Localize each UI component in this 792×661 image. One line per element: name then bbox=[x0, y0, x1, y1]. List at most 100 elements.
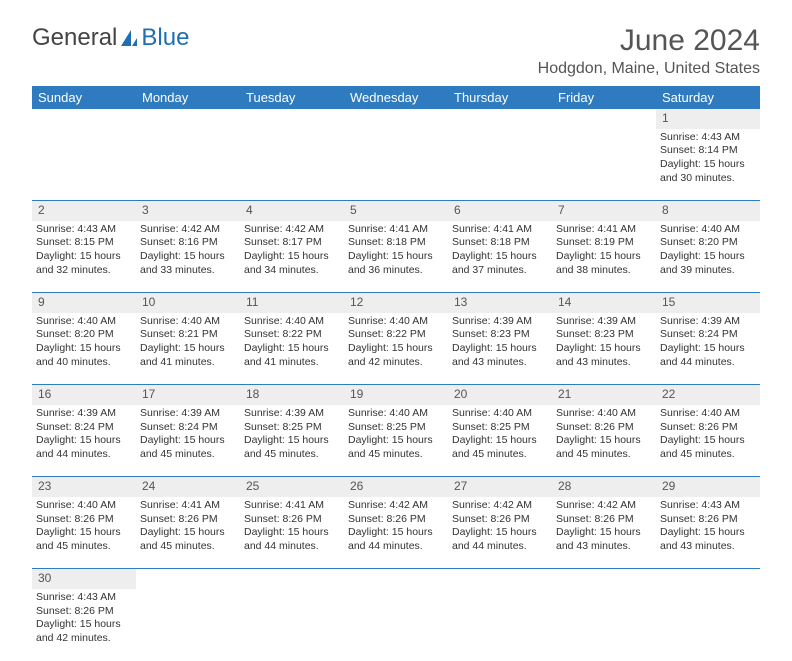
sunset-line: Sunset: 8:24 PM bbox=[36, 421, 132, 435]
daylight-line: Daylight: 15 hours and 42 minutes. bbox=[348, 342, 444, 369]
sunrise-line: Sunrise: 4:39 AM bbox=[452, 315, 548, 329]
day-content-row: Sunrise: 4:43 AMSunset: 8:26 PMDaylight:… bbox=[32, 589, 760, 661]
sunrise-line: Sunrise: 4:40 AM bbox=[660, 223, 756, 237]
sunrise-line: Sunrise: 4:42 AM bbox=[140, 223, 236, 237]
sunrise-line: Sunrise: 4:39 AM bbox=[36, 407, 132, 421]
day-cell: Sunrise: 4:42 AMSunset: 8:26 PMDaylight:… bbox=[552, 497, 656, 569]
sunrise-line: Sunrise: 4:40 AM bbox=[140, 315, 236, 329]
day-number bbox=[552, 109, 656, 129]
daylight-line: Daylight: 15 hours and 30 minutes. bbox=[660, 158, 756, 185]
day-cell bbox=[448, 589, 552, 661]
sunrise-line: Sunrise: 4:39 AM bbox=[140, 407, 236, 421]
sunrise-line: Sunrise: 4:39 AM bbox=[244, 407, 340, 421]
day-content-row: Sunrise: 4:43 AMSunset: 8:14 PMDaylight:… bbox=[32, 129, 760, 201]
sunset-line: Sunset: 8:25 PM bbox=[244, 421, 340, 435]
day-cell: Sunrise: 4:40 AMSunset: 8:26 PMDaylight:… bbox=[32, 497, 136, 569]
sunrise-line: Sunrise: 4:40 AM bbox=[660, 407, 756, 421]
day-cell: Sunrise: 4:40 AMSunset: 8:22 PMDaylight:… bbox=[344, 313, 448, 385]
day-header: Monday bbox=[136, 86, 240, 109]
day-number: 10 bbox=[136, 293, 240, 313]
day-number: 30 bbox=[32, 569, 136, 589]
day-number bbox=[552, 569, 656, 589]
sunset-line: Sunset: 8:18 PM bbox=[452, 236, 548, 250]
sunset-line: Sunset: 8:14 PM bbox=[660, 144, 756, 158]
location: Hodgdon, Maine, United States bbox=[538, 60, 760, 78]
day-number bbox=[240, 109, 344, 129]
day-cell: Sunrise: 4:40 AMSunset: 8:25 PMDaylight:… bbox=[448, 405, 552, 477]
day-number-row: 23242526272829 bbox=[32, 477, 760, 497]
sunset-line: Sunset: 8:20 PM bbox=[36, 328, 132, 342]
sunset-line: Sunset: 8:22 PM bbox=[348, 328, 444, 342]
day-header: Saturday bbox=[656, 86, 760, 109]
day-cell bbox=[656, 589, 760, 661]
sunrise-line: Sunrise: 4:43 AM bbox=[36, 223, 132, 237]
day-number-row: 2345678 bbox=[32, 201, 760, 221]
day-content-row: Sunrise: 4:40 AMSunset: 8:26 PMDaylight:… bbox=[32, 497, 760, 569]
sunset-line: Sunset: 8:26 PM bbox=[660, 513, 756, 527]
sunset-line: Sunset: 8:23 PM bbox=[452, 328, 548, 342]
daylight-line: Daylight: 15 hours and 32 minutes. bbox=[36, 250, 132, 277]
day-number bbox=[448, 569, 552, 589]
sunrise-line: Sunrise: 4:40 AM bbox=[348, 315, 444, 329]
day-number: 7 bbox=[552, 201, 656, 221]
month-title: June 2024 bbox=[538, 24, 760, 58]
day-number bbox=[136, 569, 240, 589]
day-number: 18 bbox=[240, 385, 344, 405]
day-number: 15 bbox=[656, 293, 760, 313]
daylight-line: Daylight: 15 hours and 44 minutes. bbox=[36, 434, 132, 461]
day-cell bbox=[448, 129, 552, 201]
day-cell: Sunrise: 4:40 AMSunset: 8:25 PMDaylight:… bbox=[344, 405, 448, 477]
daylight-line: Daylight: 15 hours and 36 minutes. bbox=[348, 250, 444, 277]
sunset-line: Sunset: 8:26 PM bbox=[36, 513, 132, 527]
sunrise-line: Sunrise: 4:39 AM bbox=[660, 315, 756, 329]
daylight-line: Daylight: 15 hours and 34 minutes. bbox=[244, 250, 340, 277]
day-cell bbox=[136, 129, 240, 201]
sunrise-line: Sunrise: 4:40 AM bbox=[452, 407, 548, 421]
day-content-row: Sunrise: 4:39 AMSunset: 8:24 PMDaylight:… bbox=[32, 405, 760, 477]
day-content-row: Sunrise: 4:43 AMSunset: 8:15 PMDaylight:… bbox=[32, 221, 760, 293]
daylight-line: Daylight: 15 hours and 44 minutes. bbox=[348, 526, 444, 553]
day-number: 20 bbox=[448, 385, 552, 405]
day-number: 2 bbox=[32, 201, 136, 221]
day-number-row: 9101112131415 bbox=[32, 293, 760, 313]
day-number: 27 bbox=[448, 477, 552, 497]
daylight-line: Daylight: 15 hours and 45 minutes. bbox=[140, 526, 236, 553]
sunset-line: Sunset: 8:21 PM bbox=[140, 328, 236, 342]
day-number-row: 16171819202122 bbox=[32, 385, 760, 405]
day-cell: Sunrise: 4:43 AMSunset: 8:15 PMDaylight:… bbox=[32, 221, 136, 293]
day-header: Wednesday bbox=[344, 86, 448, 109]
sunrise-line: Sunrise: 4:42 AM bbox=[452, 499, 548, 513]
day-cell: Sunrise: 4:42 AMSunset: 8:16 PMDaylight:… bbox=[136, 221, 240, 293]
day-number: 19 bbox=[344, 385, 448, 405]
sunrise-line: Sunrise: 4:40 AM bbox=[348, 407, 444, 421]
sunrise-line: Sunrise: 4:41 AM bbox=[556, 223, 652, 237]
day-number bbox=[32, 109, 136, 129]
daylight-line: Daylight: 15 hours and 43 minutes. bbox=[556, 342, 652, 369]
sunset-line: Sunset: 8:16 PM bbox=[140, 236, 236, 250]
day-cell bbox=[344, 129, 448, 201]
day-number: 4 bbox=[240, 201, 344, 221]
day-cell: Sunrise: 4:41 AMSunset: 8:26 PMDaylight:… bbox=[240, 497, 344, 569]
daylight-line: Daylight: 15 hours and 37 minutes. bbox=[452, 250, 548, 277]
day-cell: Sunrise: 4:42 AMSunset: 8:17 PMDaylight:… bbox=[240, 221, 344, 293]
day-number-row: 1 bbox=[32, 109, 760, 129]
day-cell: Sunrise: 4:43 AMSunset: 8:26 PMDaylight:… bbox=[656, 497, 760, 569]
day-number: 16 bbox=[32, 385, 136, 405]
day-number: 12 bbox=[344, 293, 448, 313]
day-number: 26 bbox=[344, 477, 448, 497]
day-cell: Sunrise: 4:39 AMSunset: 8:23 PMDaylight:… bbox=[552, 313, 656, 385]
day-number bbox=[448, 109, 552, 129]
day-number-row: 30 bbox=[32, 569, 760, 589]
daylight-line: Daylight: 15 hours and 41 minutes. bbox=[140, 342, 236, 369]
day-number bbox=[656, 569, 760, 589]
sunrise-line: Sunrise: 4:43 AM bbox=[660, 131, 756, 145]
sunset-line: Sunset: 8:26 PM bbox=[348, 513, 444, 527]
sunset-line: Sunset: 8:18 PM bbox=[348, 236, 444, 250]
day-number bbox=[344, 109, 448, 129]
sunrise-line: Sunrise: 4:41 AM bbox=[452, 223, 548, 237]
day-cell bbox=[240, 589, 344, 661]
logo-sail-icon bbox=[119, 28, 139, 48]
logo: General Blue bbox=[32, 24, 189, 52]
day-header: Sunday bbox=[32, 86, 136, 109]
day-number bbox=[344, 569, 448, 589]
